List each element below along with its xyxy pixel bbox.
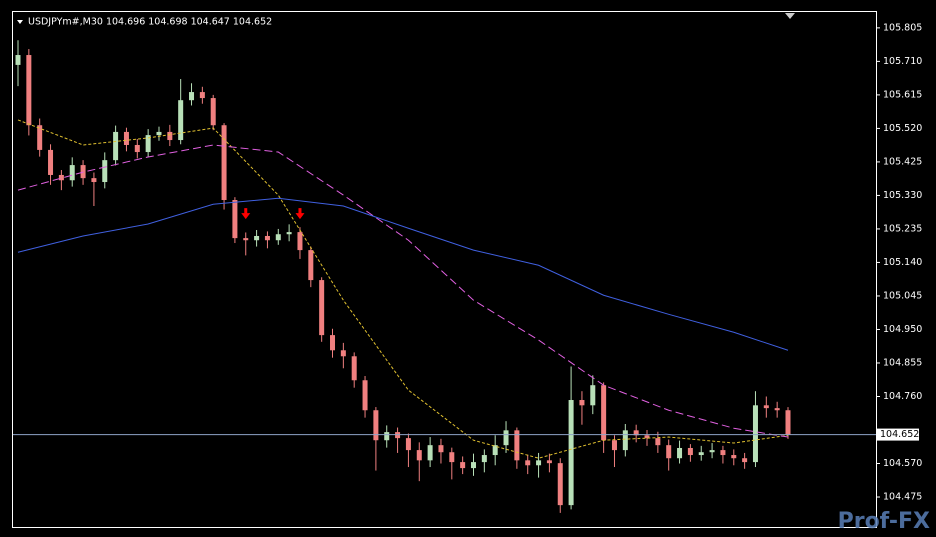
scroll-marker — [785, 13, 795, 19]
candle-body — [178, 100, 184, 141]
candle-body — [557, 463, 563, 506]
y-tick-label: 105.425 — [883, 156, 922, 167]
moving-average — [17, 197, 789, 351]
candle-body — [698, 452, 704, 456]
candle-body — [351, 356, 357, 381]
candle-body — [481, 455, 487, 463]
candle-body — [254, 235, 260, 241]
candle-body — [156, 131, 162, 136]
candle-body — [525, 460, 531, 466]
candle-body — [644, 435, 650, 439]
candle-body — [655, 438, 661, 446]
y-tick-label: 105.140 — [883, 257, 922, 268]
candle-body — [774, 408, 780, 411]
candle-body — [470, 462, 476, 469]
candle-body — [449, 452, 455, 463]
candle-body — [113, 131, 119, 161]
y-tick-label: 105.235 — [883, 223, 922, 234]
y-tick-label: 104.760 — [883, 391, 922, 402]
candle-body — [48, 149, 54, 175]
candle-body — [405, 438, 411, 451]
y-tick-label: 105.520 — [883, 123, 922, 134]
candle-body — [384, 432, 390, 441]
candle-body — [666, 445, 672, 459]
candle-body — [633, 430, 639, 436]
moving-average — [17, 144, 789, 438]
candle-body — [601, 385, 607, 441]
y-tick-label: 104.570 — [883, 458, 922, 469]
candle-body — [69, 165, 75, 181]
candle-body — [752, 405, 758, 463]
candle-body — [134, 144, 140, 153]
candle-body — [319, 280, 325, 336]
candle-body — [286, 232, 292, 235]
candle-body — [232, 200, 238, 239]
candle-body — [579, 400, 585, 406]
candle-body — [145, 135, 151, 153]
candle-body — [210, 98, 216, 126]
y-tick-label: 105.615 — [883, 89, 922, 100]
candle-body — [275, 234, 281, 241]
candle-body — [416, 450, 422, 461]
candle-body — [720, 450, 726, 456]
candle-body — [362, 380, 368, 411]
candle-body — [91, 178, 97, 183]
candle-body — [611, 440, 617, 451]
candle-body — [243, 238, 249, 241]
candle-body — [58, 174, 64, 181]
candle-body — [536, 460, 542, 466]
signal-arrow — [295, 208, 305, 220]
candle-body — [395, 432, 401, 439]
plot-frame — [12, 11, 877, 528]
candle-body — [167, 131, 173, 141]
chart-title: USDJPYm#,M30 104.696 104.698 104.647 104… — [28, 17, 272, 28]
candle-body — [438, 445, 444, 453]
watermark: Prof-FX — [838, 509, 930, 534]
candle-body — [677, 447, 683, 459]
y-tick-label: 105.330 — [883, 190, 922, 201]
candle-body — [330, 335, 336, 351]
candle-body — [80, 165, 86, 179]
candle-body — [731, 455, 737, 459]
candle-body — [590, 385, 596, 406]
current-price-box — [877, 428, 919, 441]
moving-average — [17, 119, 789, 459]
candle-body — [687, 447, 693, 456]
candle-body — [785, 410, 791, 435]
candle-body — [26, 55, 32, 126]
candle-body — [297, 232, 303, 251]
candle-body — [568, 400, 574, 506]
candle-body — [102, 160, 108, 183]
y-tick-label: 105.710 — [883, 56, 922, 67]
candle-body — [37, 125, 43, 150]
candle-body — [546, 460, 552, 464]
y-tick-label: 105.045 — [883, 290, 922, 301]
candle-body — [15, 55, 21, 65]
candle-body — [622, 430, 628, 451]
candle-body — [763, 405, 769, 409]
candle-body — [503, 430, 509, 446]
y-tick-label: 104.855 — [883, 357, 922, 368]
y-tick-label: 104.950 — [883, 324, 922, 335]
candle-body — [514, 430, 520, 461]
candle-body — [123, 131, 129, 145]
menu-arrow[interactable] — [17, 20, 23, 24]
current-price-label: 104.652 — [880, 429, 919, 440]
candle-body — [742, 458, 748, 463]
y-tick-label: 104.475 — [883, 492, 922, 503]
y-tick-label: 105.805 — [883, 22, 922, 33]
candle-body — [373, 410, 379, 441]
candle-body — [340, 350, 346, 357]
candle-body — [709, 450, 715, 453]
candle-body — [460, 462, 466, 469]
signal-arrow — [241, 208, 251, 220]
candle-body — [492, 445, 498, 456]
candle-body — [221, 125, 227, 201]
candle-body — [427, 445, 433, 461]
candle-body — [308, 250, 314, 281]
candle-body — [264, 235, 270, 241]
candle-body — [199, 92, 205, 99]
candle-body — [189, 92, 195, 101]
